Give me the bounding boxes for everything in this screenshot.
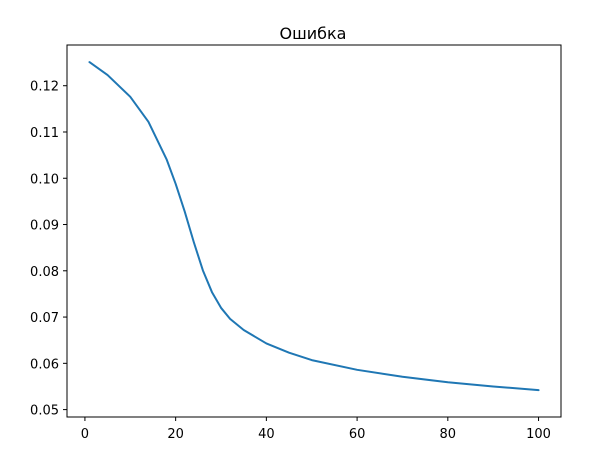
y-tick-label: 0.06 [30,357,59,372]
y-tick-label: 0.05 [30,404,59,419]
y-tick-label: 0.07 [30,311,59,326]
chart-title: Ошибка [280,24,347,43]
x-tick-label: 40 [258,427,275,442]
x-tick-label: 100 [526,427,551,442]
x-tick-label: 80 [440,427,457,442]
y-tick-label: 0.11 [30,126,59,141]
y-tick-label: 0.12 [30,80,59,95]
x-tick-label: 60 [349,427,366,442]
plot-frame [66,44,562,418]
series-line-0 [88,61,540,392]
y-tick-label: 0.08 [30,265,59,280]
x-tick-label: 0 [81,427,89,442]
y-tick-label: 0.09 [30,219,59,234]
y-tick-label: 0.10 [30,172,59,187]
x-tick-label: 20 [167,427,184,442]
